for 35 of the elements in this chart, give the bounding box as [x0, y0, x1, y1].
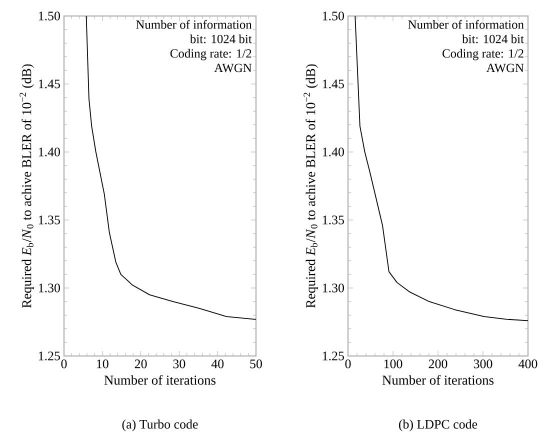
- line-series: [354, 16, 528, 322]
- annotation: Number of information bit: 1024 bit: [408, 20, 524, 44]
- x-axis-title: Number of iterations: [104, 375, 216, 385]
- y-tick-label: 1.30: [38, 284, 60, 292]
- y-tick-label: 1.40: [38, 148, 60, 156]
- annotation: AWGN: [214, 64, 252, 72]
- x-axis-title: Number of iterations: [382, 375, 494, 385]
- x-tick-label: 20: [134, 360, 147, 368]
- annotation: Number of information bit: 1024 bit: [136, 20, 252, 44]
- x-tick-label: 200: [428, 360, 448, 368]
- x-tick-label: 400: [518, 360, 538, 368]
- y-tick-label: 1.25: [322, 352, 344, 360]
- annotation: Coding rate: 1/2: [442, 48, 524, 60]
- y-tick-label: 1.40: [322, 148, 344, 156]
- x-tick-label: 300: [474, 360, 492, 368]
- y-tick-label: 1.35: [38, 216, 60, 224]
- y-tick-label: 1.50: [38, 12, 60, 20]
- text: (a) Turbo code: [122, 420, 198, 432]
- y-tick-label: 1.35: [322, 216, 344, 224]
- x-tick-label: 30: [173, 360, 186, 368]
- y-tick-label: 1.50: [322, 12, 344, 20]
- line-series: [86, 16, 256, 320]
- x-tick-label: 100: [384, 360, 402, 368]
- annotation: Coding rate: 1/2: [170, 48, 252, 60]
- x-tick-label: 0: [345, 360, 351, 368]
- y-tick-label: 1.25: [38, 352, 60, 360]
- y-tick-label: 1.30: [322, 284, 344, 292]
- x-tick-label: 40: [211, 360, 224, 368]
- y-tick-label: 1.45: [322, 80, 344, 88]
- x-tick-label: 0: [61, 360, 67, 368]
- x-tick-label: 10: [97, 360, 108, 368]
- y-tick-label: 1.45: [38, 80, 60, 88]
- text: (b) LDPC code: [399, 420, 478, 432]
- x-tick-label: 50: [250, 360, 262, 368]
- annotation: AWGN: [486, 64, 524, 72]
